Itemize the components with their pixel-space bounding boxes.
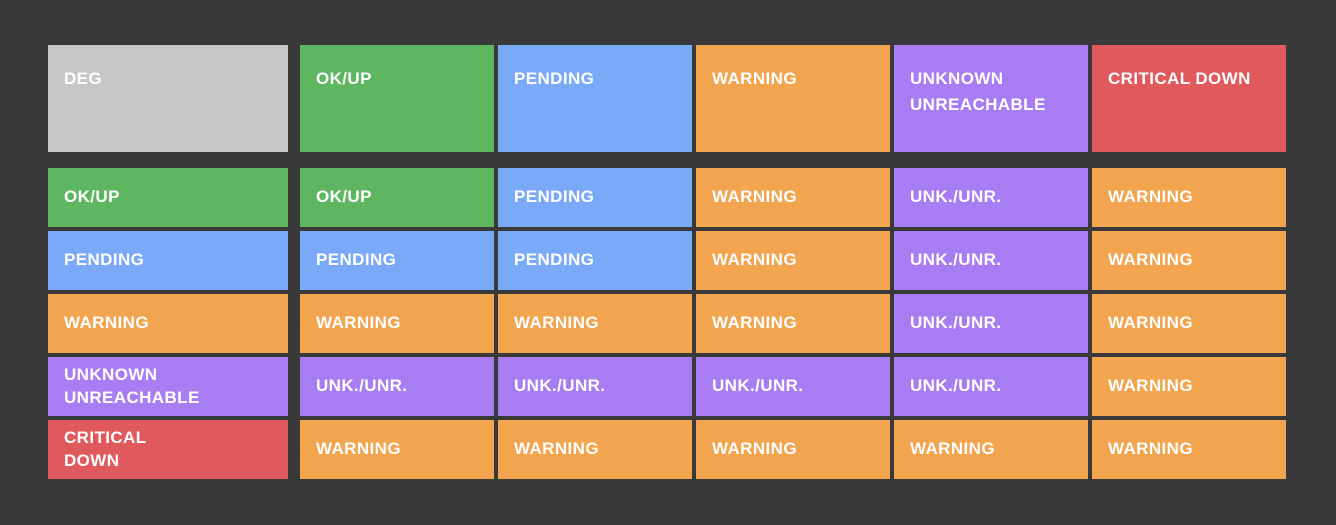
cell-label-line: OK/UP (64, 187, 120, 207)
matrix-cell-r1-c3: WARNING (696, 168, 890, 227)
cell-label-line: WARNING (910, 439, 995, 459)
col-header-pending: PENDING (498, 45, 692, 152)
cell-label-line: UNKNOWN (64, 364, 158, 384)
matrix-cell-r3-c3: WARNING (696, 294, 890, 353)
matrix-cell-r5-c1: WARNING (300, 420, 494, 479)
matrix-cell-r5-c4: WARNING (894, 420, 1088, 479)
cell-label-line: UNK./UNR. (910, 250, 1002, 270)
cell-label-line: DOWN (64, 450, 120, 470)
matrix-cell-r2-c1: PENDING (300, 231, 494, 290)
cell-label-line: OK/UP (316, 69, 372, 88)
matrix-cell-r4-c1: UNK./UNR. (300, 357, 494, 416)
cell-label-line: UNK./UNR. (910, 187, 1002, 207)
row-header-pending: PENDING (48, 231, 288, 290)
matrix-cell-r3-c1: WARNING (300, 294, 494, 353)
matrix-cell-r4-c4: UNK./UNR. (894, 357, 1088, 416)
matrix-cell-r2-c5: WARNING (1092, 231, 1286, 290)
cell-label-line: WARNING (514, 313, 599, 333)
cell-label-line: WARNING (316, 439, 401, 459)
col-header-warning: WARNING (696, 45, 890, 152)
cell-label-line: UNREACHABLE (64, 387, 200, 407)
matrix-cell-r1-c2: PENDING (498, 168, 692, 227)
cell-label-line: WARNING (712, 439, 797, 459)
cell-label-line: UNK./UNR. (910, 376, 1002, 396)
matrix-cell-r3-c2: WARNING (498, 294, 692, 353)
matrix-cell-r1-c1: OK/UP (300, 168, 494, 227)
matrix-cell-r1-c4: UNK./UNR. (894, 168, 1088, 227)
cell-label-line: WARNING (1108, 187, 1193, 207)
cell-label-line: WARNING (712, 313, 797, 333)
cell-label-line: PENDING (316, 250, 397, 270)
cell-label-line: UNK./UNR. (514, 376, 606, 396)
cell-label-line: WARNING (1108, 439, 1193, 459)
matrix-cell-r2-c3: WARNING (696, 231, 890, 290)
matrix-cell-r2-c4: UNK./UNR. (894, 231, 1088, 290)
matrix-cell-r3-c4: UNK./UNR. (894, 294, 1088, 353)
cell-label-line: PENDING (514, 69, 595, 88)
col-header-unknown: UNKNOWN UNREACHABLE (894, 45, 1088, 152)
cell-label-line: OK/UP (316, 187, 372, 207)
matrix-cell-r4-c3: UNK./UNR. (696, 357, 890, 416)
cell-label-line: PENDING (514, 250, 595, 270)
cell-label-line: DEG (64, 69, 103, 88)
col-header-ok: OK/UP (300, 45, 494, 152)
cell-label-line: UNREACHABLE (910, 94, 1046, 114)
matrix-cell-r5-c2: WARNING (498, 420, 692, 479)
cell-label-line: WARNING (514, 439, 599, 459)
cell-label-line: WARNING (1108, 313, 1193, 333)
row-header-critical: CRITICAL DOWN (48, 420, 288, 479)
cell-label-line: CRITICAL (64, 427, 147, 447)
cell-label-line: PENDING (64, 250, 145, 270)
cell-label-line: WARNING (64, 313, 149, 333)
cell-label-line: PENDING (514, 187, 595, 207)
col-header-critical: CRITICAL DOWN (1092, 45, 1286, 152)
state-matrix: DEG OK/UP PENDING WARNING UNKNOWN UNREACHABLE… (48, 45, 1286, 479)
cell-label-line: WARNING (316, 313, 401, 333)
matrix-cell-r3-c5: WARNING (1092, 294, 1286, 353)
row-header-ok: OK/UP (48, 168, 288, 227)
cell-label-line: WARNING (712, 187, 797, 207)
cell-label-line: CRITICAL DOWN (1108, 69, 1251, 88)
matrix-cell-r4-c2: UNK./UNR. (498, 357, 692, 416)
cell-label-line: UNK./UNR. (316, 376, 408, 396)
cell-label-line: WARNING (712, 250, 797, 270)
cell-label-line: UNK./UNR. (910, 313, 1002, 333)
matrix-cell-r5-c5: WARNING (1092, 420, 1286, 479)
cell-label-line: WARNING (1108, 250, 1193, 270)
matrix-cell-r1-c5: WARNING (1092, 168, 1286, 227)
matrix-cell-r4-c5: WARNING (1092, 357, 1286, 416)
cell-label-line: UNK./UNR. (712, 376, 804, 396)
cell-label-line: WARNING (712, 69, 797, 88)
matrix-cell-r2-c2: PENDING (498, 231, 692, 290)
cell-label-line: UNKNOWN (910, 69, 1004, 88)
corner-cell-deg: DEG (48, 45, 288, 152)
cell-label-line: WARNING (1108, 376, 1193, 396)
row-header-unknown: UNKNOWN UNREACHABLE (48, 357, 288, 416)
row-header-warning: WARNING (48, 294, 288, 353)
matrix-cell-r5-c3: WARNING (696, 420, 890, 479)
